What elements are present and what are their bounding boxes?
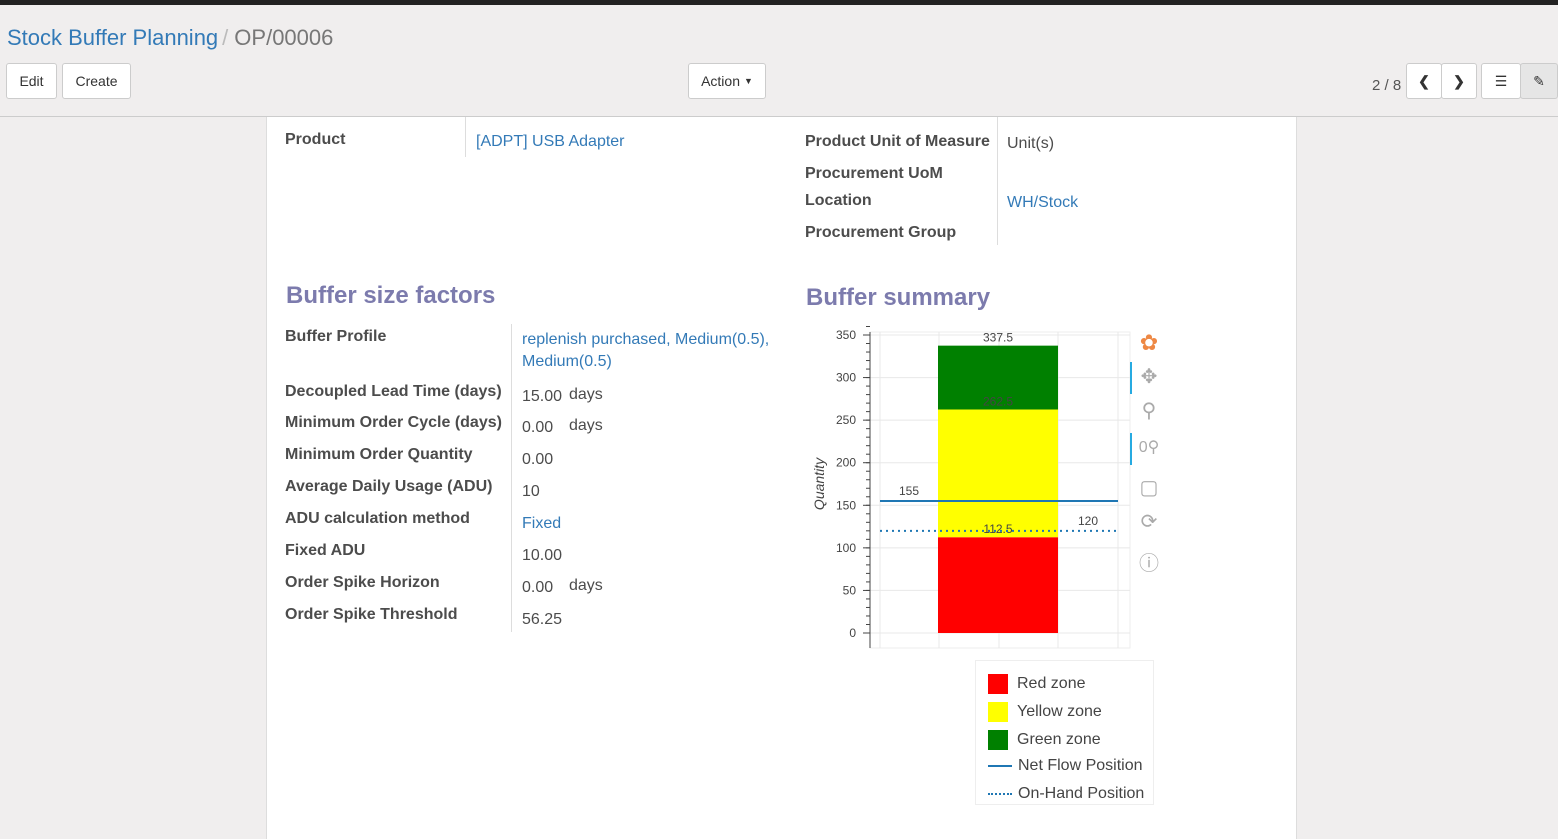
legend-swatch: [988, 674, 1008, 694]
location-label: Location: [805, 192, 872, 209]
legend-item-yellow: Yellow zone: [988, 702, 1102, 722]
field-value: 10.00: [522, 547, 563, 564]
y-tick-label: 250: [836, 413, 856, 427]
bar-segment: [938, 537, 1058, 633]
breadcrumb: Stock Buffer Planning / OP/00006: [7, 25, 334, 50]
y-tick-label: 50: [843, 583, 857, 597]
location-value[interactable]: WH/Stock: [1007, 194, 1079, 211]
position-label: 120: [1078, 514, 1098, 528]
create-button[interactable]: Create: [62, 63, 131, 99]
legend-label: Net Flow Position: [1018, 757, 1143, 774]
active-tool-indicator: [1130, 362, 1132, 394]
y-tick-label: 300: [836, 371, 856, 385]
divider: [511, 324, 512, 632]
field-label: Minimum Order Quantity: [285, 446, 473, 463]
edit-button[interactable]: Edit: [6, 63, 57, 99]
buffer-summary-title: Buffer summary: [806, 284, 991, 311]
position-label: 155: [899, 484, 919, 498]
field-label: Order Spike Horizon: [285, 574, 440, 591]
next-record-button[interactable]: ❯: [1441, 63, 1477, 99]
wheel-zoom-icon[interactable]: 0⚲: [1138, 439, 1160, 456]
legend-item-on-hand: On-Hand Position: [988, 785, 1144, 803]
legend-swatch: [988, 765, 1012, 767]
field-value: 0.00: [522, 419, 554, 436]
reset-icon[interactable]: ⟳: [1140, 511, 1158, 533]
legend-item-net-flow: Net Flow Position: [988, 757, 1143, 775]
field-label: ADU calculation method: [285, 510, 470, 527]
product-value[interactable]: [ADPT] USB Adapter: [476, 133, 625, 150]
buffer-chart: 0 50 100 150 200 250 300 350 Quantity 112.5 262.5 3…: [811, 325, 1131, 649]
field-label: Minimum Order Cycle (days): [285, 414, 502, 431]
legend-label: On-Hand Position: [1018, 785, 1145, 802]
bar-label: 337.5: [983, 331, 1013, 345]
y-tick-label: 350: [836, 328, 856, 342]
legend-item-green: Green zone: [988, 730, 1101, 750]
legend-label: Yellow zone: [1017, 703, 1102, 720]
divider: [997, 117, 998, 245]
box-zoom-icon[interactable]: ⚲: [1141, 400, 1157, 422]
legend-item-red: Red zone: [988, 674, 1086, 694]
y-tick-label: 200: [836, 456, 856, 470]
list-icon: ☰: [1494, 72, 1508, 89]
chevron-left-icon: ❮: [1418, 72, 1430, 89]
legend-swatch: [988, 702, 1008, 722]
control-panel: Stock Buffer Planning / OP/00006: [0, 5, 1558, 117]
breadcrumb-parent[interactable]: Stock Buffer Planning: [7, 25, 219, 50]
breadcrumb-current: OP/00006: [234, 25, 334, 50]
field-value: 0.00: [522, 579, 554, 596]
help-icon[interactable]: ⓘ: [1139, 553, 1159, 575]
caret-down-icon: ▼: [744, 76, 753, 86]
field-value-cont[interactable]: Medium(0.5): [522, 353, 612, 370]
procurement-group-label: Procurement Group: [805, 224, 957, 241]
active-tool-indicator: [1130, 433, 1132, 465]
legend-swatch: [988, 793, 1012, 795]
y-tick-label: 100: [836, 541, 856, 555]
field-label: Fixed ADU: [285, 542, 366, 559]
top-bar: [0, 0, 1558, 5]
field-unit: days: [569, 417, 603, 434]
y-tick-label: 0: [849, 626, 856, 640]
field-label: Buffer Profile: [285, 328, 387, 345]
field-label: Average Daily Usage (ADU): [285, 478, 493, 495]
chevron-right-icon: ❯: [1453, 72, 1465, 89]
form-view-button[interactable]: ✎: [1520, 63, 1558, 99]
field-value: 56.25: [522, 611, 563, 628]
legend-swatch: [988, 730, 1008, 750]
field-value: 15.00: [522, 388, 563, 405]
pager-value: 2 / 8: [1372, 77, 1402, 94]
bar-segment: [938, 409, 1058, 538]
uom-value: Unit(s): [1007, 135, 1055, 152]
field-unit: days: [569, 386, 603, 403]
save-icon[interactable]: ▢: [1139, 477, 1159, 499]
product-label: Product: [285, 131, 346, 148]
pan-icon[interactable]: ✥: [1140, 366, 1158, 388]
bar-segment: [938, 345, 1058, 410]
field-label: Decoupled Lead Time (days): [285, 383, 502, 400]
chart-legend: Red zone Yellow zone Green zone Net Flow…: [975, 660, 1154, 805]
field-value: 0.00: [522, 451, 554, 468]
y-tick-label: 150: [836, 498, 856, 512]
list-view-button[interactable]: ☰: [1481, 63, 1521, 99]
field-value[interactable]: Fixed: [522, 515, 562, 532]
action-dropdown[interactable]: Action ▼: [688, 63, 766, 99]
bar-label: 262.5: [983, 395, 1013, 409]
field-value: 10: [522, 483, 540, 500]
edit-icon: ✎: [1533, 72, 1545, 89]
legend-label: Green zone: [1017, 731, 1101, 748]
y-axis-label: Quantity: [811, 457, 827, 510]
buffer-size-title: Buffer size factors: [286, 282, 496, 309]
field-value[interactable]: replenish purchased, Medium(0.5),: [522, 331, 770, 348]
field-unit: days: [569, 577, 603, 594]
bokeh-logo-icon[interactable]: ✿: [1139, 330, 1159, 355]
previous-record-button[interactable]: ❮: [1406, 63, 1442, 99]
procurement-uom-label: Procurement UoM: [805, 165, 943, 182]
legend-label: Red zone: [1017, 675, 1086, 692]
action-label: Action: [701, 73, 740, 89]
field-label: Order Spike Threshold: [285, 606, 458, 623]
bar-label: 112.5: [983, 522, 1012, 536]
uom-label: Product Unit of Measure: [805, 133, 990, 150]
divider: [465, 117, 466, 157]
